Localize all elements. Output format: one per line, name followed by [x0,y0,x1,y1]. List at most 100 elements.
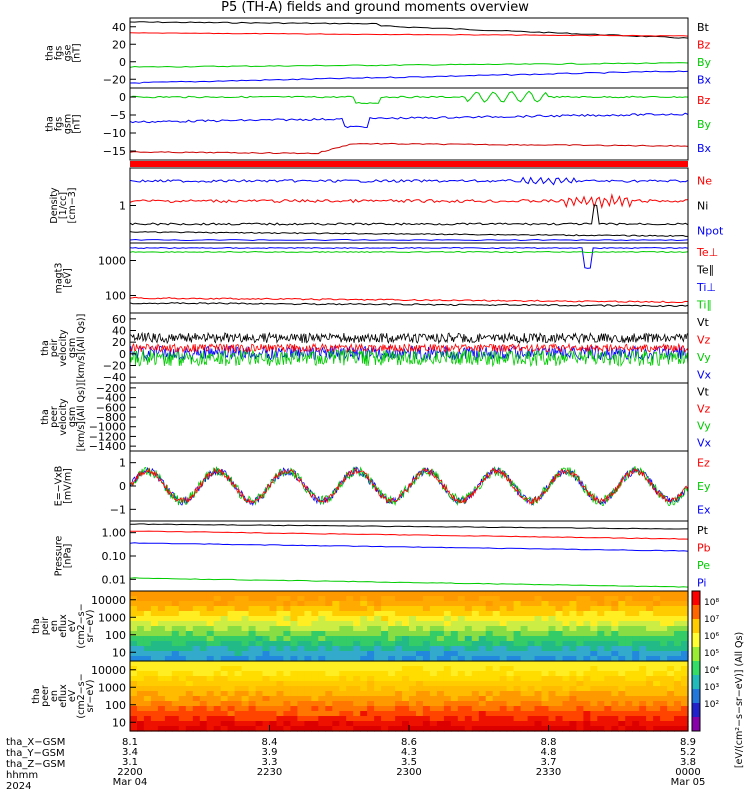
spec-cell [185,606,194,612]
spec-cell [632,651,640,657]
ylabel-line: [cm−3] [67,188,78,224]
spec-cell [311,681,319,687]
spec-cell [471,591,480,597]
spec-cell [276,681,285,687]
spec-cell [667,651,675,657]
spec-cell [409,611,417,617]
spec-cell [304,681,312,687]
spec-cell [457,696,466,702]
spec-cell [471,606,480,612]
spec-cell [185,701,194,707]
spec-cell [395,596,403,602]
spec-cell [339,621,347,627]
spec-cell [583,646,591,652]
spec-cell [157,651,166,657]
spec-cell [569,611,577,617]
spec-cell [422,596,431,602]
spec-cell [416,661,424,667]
spec-cell [304,721,312,727]
spec-cell [283,726,291,732]
ytick-label: 0.01 [102,573,127,586]
x-column-value: Mar 05 [670,777,706,788]
spec-cell [409,626,417,632]
ytick-label: 100 [105,699,126,712]
spec-cell [653,726,661,732]
spec-cell [611,591,619,597]
spec-cell [374,656,382,662]
spec-cell [290,616,298,622]
spec-cell [150,666,159,672]
spec-cell [297,701,305,707]
spec-cell [632,626,640,632]
legend-label: Te⊥ [696,246,718,259]
spec-cell [674,656,682,662]
spec-cell [422,616,431,622]
spec-cell [360,726,368,732]
spec-cell [485,606,494,612]
spec-cell [520,596,529,602]
spec-cell [416,711,424,717]
spec-cell [416,686,424,692]
spec-cell [248,631,257,637]
spec-cell [269,611,278,617]
spec-cell [604,606,612,612]
spec-cell [534,716,543,722]
spec-cell [388,661,396,667]
spec-cell [562,596,571,602]
series-e2 [129,467,689,505]
spec-cell [506,716,515,722]
spec-cell [653,621,661,627]
spec-cell [269,701,278,707]
chart-title: P5 (TH-A) fields and ground moments over… [221,0,529,15]
spec-cell [611,711,619,717]
spec-cell [422,681,431,687]
spec-cell [150,726,159,732]
spec-cell [353,641,361,647]
spec-cell [429,641,438,647]
spec-cell [276,596,285,602]
spec-cell [604,721,612,727]
spec-cell [157,591,166,597]
spec-cell [178,711,187,717]
spec-cell [681,611,689,617]
spec-cell [262,676,271,682]
spec-cell [499,591,508,597]
spec-cell [541,641,550,647]
spec-cell [318,716,326,722]
spec-cell [443,676,452,682]
series-tiperp [129,246,689,269]
spec-cell [185,716,194,722]
spec-cell [625,626,633,632]
spec-cell [409,631,417,637]
spec-cell [513,691,522,697]
spec-cell [499,606,508,612]
spec-cell [178,616,187,622]
spec-cell [527,606,536,612]
spec-cell [241,666,250,672]
spec-cell [318,686,326,692]
spec-cell [199,706,208,712]
spec-cell [220,711,229,717]
spec-cell [562,681,571,687]
legend-label: Bz [697,38,711,51]
spec-cell [395,671,403,677]
spec-cell [646,691,654,697]
x-row-label: 2024 [6,781,32,792]
spec-cell [429,606,438,612]
spec-cell [450,591,459,597]
spec-cell [276,716,285,722]
spec-cell [597,706,605,712]
spec-cell [464,656,473,662]
spec-cell [450,701,459,707]
spec-cell [150,686,159,692]
spec-cell [381,646,389,652]
spec-cell [436,641,445,647]
spec-cell [667,596,675,602]
spec-cell [660,676,668,682]
spec-cell [178,681,187,687]
spec-cell [157,656,166,662]
spec-cell [346,716,354,722]
spec-cell [513,721,522,727]
spec-cell [290,721,298,727]
spec-cell [143,666,152,672]
